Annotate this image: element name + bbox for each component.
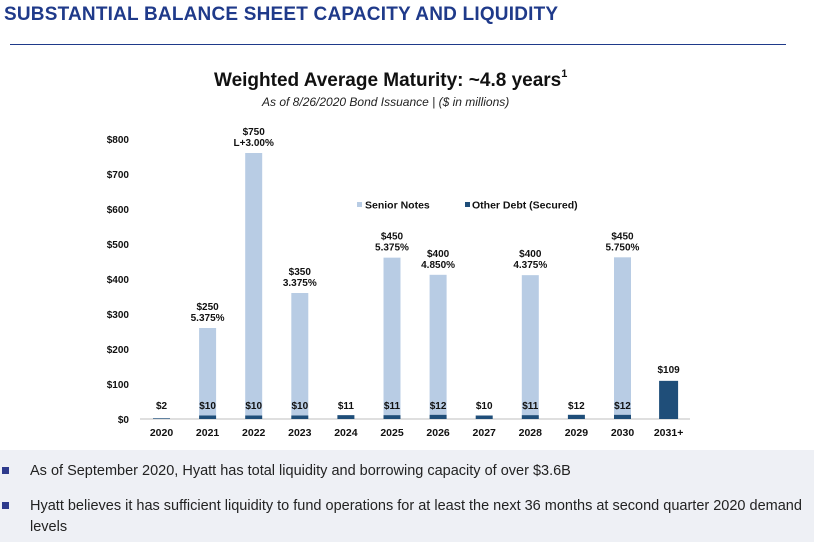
x-tick-label: 2029	[565, 427, 589, 439]
senior-notes-rate-label: L+3.00%	[234, 138, 274, 149]
chart-subtitle: As of 8/26/2020 Bond Issuance | ($ in mi…	[262, 95, 510, 109]
y-tick-label: $800	[107, 135, 130, 146]
y-tick-label: $300	[107, 310, 130, 321]
bar-senior-notes	[199, 328, 217, 416]
bar-other-debt	[383, 415, 401, 419]
bar-other-debt	[153, 418, 170, 419]
legend: Senior Notes Other Debt (Secured)	[357, 200, 578, 212]
other-debt-value-label: $11	[384, 401, 401, 412]
senior-notes-rate-label: 5.750%	[606, 242, 640, 253]
bullet-text: As of September 2020, Hyatt has total li…	[30, 463, 571, 479]
bar-other-debt	[521, 415, 539, 419]
x-tick-label: 2020	[150, 427, 174, 439]
chart-title-text: Weighted Average Maturity: ~4.8 years	[214, 70, 562, 91]
bar-other-debt	[429, 414, 447, 419]
x-tick-label: 2021	[196, 427, 220, 439]
y-tick-label: $400	[107, 275, 130, 286]
bar-other-debt	[337, 415, 355, 419]
bullet-text: Hyatt believes it has sufficient liquidi…	[30, 498, 802, 535]
y-tick-label: $100	[107, 380, 130, 391]
senior-notes-rate-label: 5.375%	[191, 313, 225, 324]
bullet-square-icon	[2, 467, 9, 474]
y-tick-label: $200	[107, 345, 130, 356]
bullet-item: Hyatt believes it has sufficient liquidi…	[0, 496, 810, 538]
bar-other-debt	[659, 380, 679, 419]
x-tick-label: 2024	[334, 427, 358, 439]
y-axis: $0 $100 $200 $300 $400 $500 $600 $700 $800	[107, 135, 130, 426]
senior-notes-value-label: $250	[196, 302, 219, 313]
legend-swatch-senior-notes	[357, 202, 362, 207]
x-tick-label: 2023	[288, 427, 312, 439]
senior-notes-rate-label: 4.850%	[421, 260, 455, 271]
bar-senior-notes	[521, 275, 539, 416]
x-tick-label: 2028	[519, 427, 543, 439]
senior-notes-value-label: $450	[381, 232, 404, 243]
bullet-square-icon	[2, 502, 9, 509]
bar-senior-notes	[245, 153, 263, 416]
bar-other-debt	[199, 415, 217, 419]
chart-title-footnote: 1	[561, 68, 568, 80]
bar-other-debt	[614, 414, 631, 419]
other-debt-value-label: $109	[657, 365, 680, 376]
bars	[140, 153, 690, 420]
x-tick-label: 2026	[426, 427, 450, 439]
legend-label-other-debt: Other Debt (Secured)	[472, 200, 578, 212]
x-tick-label: 2030	[611, 427, 635, 439]
bar-other-debt	[567, 414, 585, 419]
x-tick-label: 2031+	[654, 427, 684, 439]
y-tick-label: $700	[107, 170, 130, 181]
x-tick-label: 2022	[242, 427, 266, 439]
y-tick-label: $600	[107, 205, 130, 216]
other-debt-value-label: $12	[430, 401, 447, 412]
senior-notes-rate-label: 3.375%	[283, 278, 317, 289]
x-tick-label: 2027	[473, 427, 497, 439]
senior-notes-rate-label: 4.375%	[513, 260, 547, 271]
bar-senior-notes	[383, 257, 401, 416]
other-debt-value-label: $10	[291, 401, 308, 412]
x-tick-label: 2025	[380, 427, 404, 439]
bullet-item: As of September 2020, Hyatt has total li…	[0, 461, 810, 482]
x-axis: 2020 2021 2022 2023 2024 2025 2026 2027 2028 2029…	[150, 427, 684, 439]
debt-maturity-chart: $0 $100 $200 $300 $400 $500 $600 $700 $800 $2 $10…	[107, 127, 690, 439]
other-debt-value-label: $2	[156, 401, 168, 412]
page-title: SUBSTANTIAL BALANCE SHEET CAPACITY AND L…	[4, 4, 559, 25]
other-debt-value-label: $11	[522, 401, 539, 412]
senior-notes-value-label: $400	[427, 249, 450, 260]
senior-notes-value-label: $400	[519, 249, 542, 260]
bar-other-debt	[291, 415, 309, 419]
senior-notes-value-label: $450	[611, 231, 634, 242]
chart-title: Weighted Average Maturity: ~4.8 years1	[214, 68, 568, 92]
y-tick-label: $500	[107, 240, 130, 251]
other-debt-value-label: $10	[476, 401, 493, 412]
bar-other-debt	[245, 415, 263, 419]
other-debt-value-label: $10	[245, 401, 262, 412]
other-debt-value-label: $10	[199, 401, 216, 412]
other-debt-value-label: $12	[614, 401, 631, 412]
senior-notes-value-label: $750	[243, 127, 266, 138]
other-debt-value-label: $11	[338, 401, 355, 412]
bar-senior-notes	[429, 274, 447, 415]
legend-swatch-other-debt	[465, 202, 470, 207]
senior-notes-rate-label: 5.375%	[375, 243, 409, 254]
bar-other-debt	[475, 415, 493, 419]
bullet-list: As of September 2020, Hyatt has total li…	[0, 450, 814, 542]
y-tick-label: $0	[118, 415, 130, 426]
legend-label-senior-notes: Senior Notes	[365, 200, 430, 212]
bar-labels: $2 $10$2505.375%$10$750L+3.00%$10$3503.37…	[156, 127, 680, 412]
other-debt-value-label: $12	[568, 401, 585, 412]
title-divider	[10, 44, 786, 45]
senior-notes-value-label: $350	[289, 267, 312, 278]
bar-senior-notes	[291, 293, 309, 416]
bar-senior-notes	[614, 257, 631, 415]
